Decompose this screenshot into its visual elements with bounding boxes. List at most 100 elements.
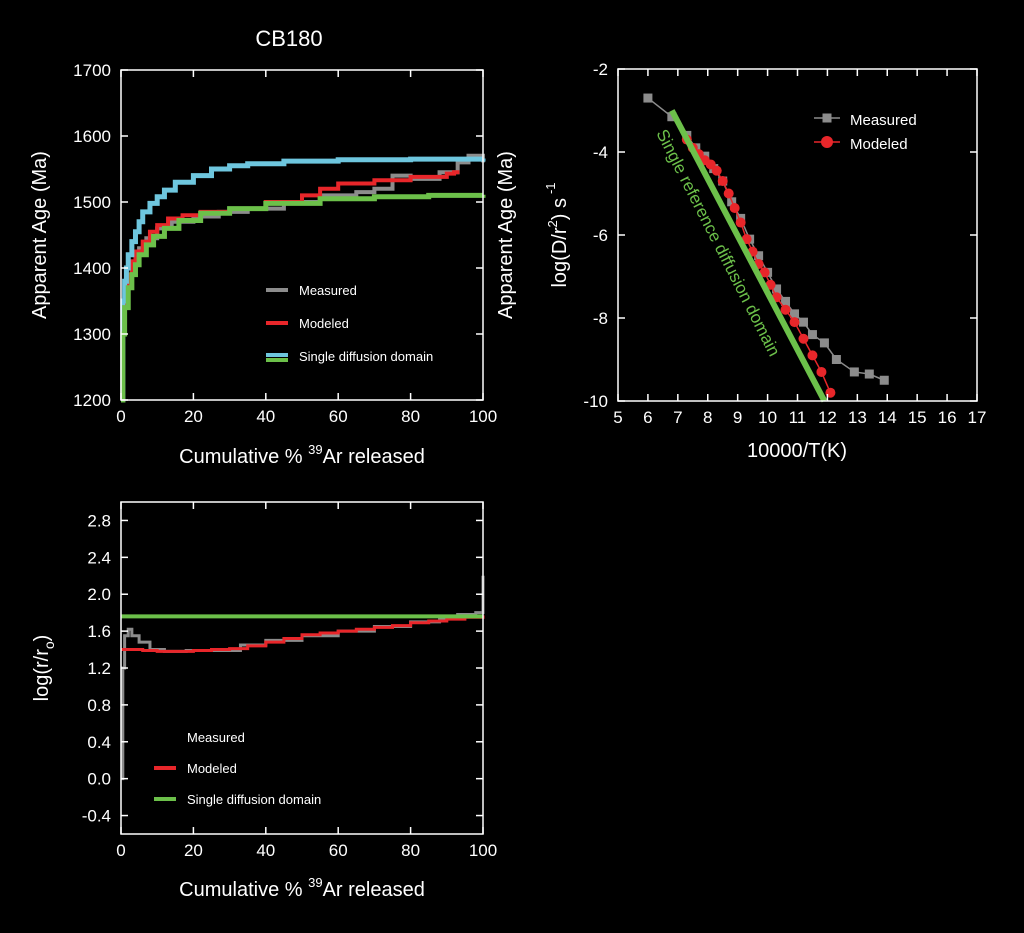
legend-label: Modeled	[187, 761, 237, 776]
x-tick-label: 0	[116, 841, 125, 860]
chart-title: CB180	[255, 26, 322, 51]
x-tick-label: 13	[848, 408, 867, 427]
legend-label: Measured	[850, 112, 917, 129]
age-spectrum-series	[120, 153, 486, 403]
y-tick-label: 2.8	[87, 511, 111, 530]
x-tick-label: 10	[758, 408, 777, 427]
legend-label: Modeled	[850, 136, 908, 153]
y-tick-label: 1400	[73, 259, 111, 278]
series-modeled-point	[807, 350, 818, 361]
legend-marker	[821, 136, 833, 148]
series-modeled-point	[798, 333, 809, 344]
x-tick-label: 14	[878, 408, 897, 427]
y-tick-label: -0.4	[82, 807, 111, 826]
x-tick-label: 15	[908, 408, 927, 427]
x-tick-label: 6	[643, 408, 652, 427]
series-modeled-point	[717, 176, 728, 187]
series-modeled-point	[723, 188, 734, 199]
y-tick-label: -6	[593, 226, 608, 245]
series-modeled-point	[735, 217, 746, 228]
log-r-ticks: 0 20 40 60 80 100 -0.4 0.0 0.4 0.8 1.2 1.6 2.0 2.4 2.8	[82, 502, 497, 860]
arrhenius-series	[643, 93, 889, 403]
age-spectrum-frame	[120, 69, 484, 401]
series-measured-point	[849, 367, 859, 377]
x-tick-label: 40	[256, 841, 275, 860]
series-modeled-point	[711, 165, 722, 176]
arrhenius-ticks: 5 6 7 8 9 10 11 12 13 14 15 16 17 -10 -8 -6 -4 -2	[583, 60, 986, 427]
series-measured-point	[772, 284, 782, 294]
legend-marker	[822, 113, 832, 123]
y-tick-label: 1200	[73, 391, 111, 410]
series-measured-point	[819, 338, 829, 348]
x-tick-label: 17	[968, 408, 987, 427]
x-tick-label: 20	[184, 407, 203, 426]
x-tick-label: 9	[733, 408, 742, 427]
x-tick-label: 100	[469, 407, 497, 426]
x-tick-label: 11	[789, 408, 807, 427]
series-modeled-point	[816, 366, 827, 377]
series-measured-point	[643, 93, 653, 103]
series-single-reference-diffusion-domain	[669, 109, 828, 403]
y-tick-label: -10	[583, 392, 608, 411]
x-tick-label: 0	[116, 407, 125, 426]
legend-label: Measured	[187, 730, 245, 745]
series-modeled	[121, 615, 485, 653]
y-tick-label: 0.8	[87, 696, 111, 715]
x-tick-label: 80	[401, 407, 420, 426]
series-measured-point	[807, 330, 817, 340]
x-tick-label: 5	[613, 408, 622, 427]
x-tick-label: 20	[184, 841, 203, 860]
x-tick-label: 60	[329, 407, 348, 426]
y-tick-label: 1.6	[87, 622, 111, 641]
series-modeled-point	[729, 203, 740, 214]
y-tick-label: 2.4	[87, 548, 111, 567]
y-tick-label: 1700	[73, 61, 111, 80]
legend-label: Measured	[299, 283, 357, 298]
age-spectrum-chart: CB180 0 20 40 60 80 100 1200 1300 1400 1500 1600 17…	[29, 26, 497, 468]
series-measured-point	[790, 309, 800, 319]
age-spectrum-ylabel: Apparent Age (Ma)	[29, 151, 51, 319]
series-measured-point	[754, 251, 764, 261]
x-tick-label: 100	[469, 841, 497, 860]
age-spectrum-legend: Measured Modeled Single diffusion domain	[266, 283, 433, 364]
series-single-diffusion-domain-green	[120, 192, 486, 403]
x-tick-label: 7	[673, 408, 682, 427]
legend-label: Modeled	[299, 316, 349, 331]
x-tick-label: 16	[938, 408, 957, 427]
series-modeled-point	[780, 304, 791, 315]
y-tick-label: 0.0	[87, 770, 111, 789]
log-r-series	[121, 575, 485, 781]
series-measured-point	[879, 375, 889, 385]
y-tick-label: 1500	[73, 193, 111, 212]
arrhenius-xlabel: 10000/T(K)	[747, 440, 847, 462]
x-tick-label: 40	[256, 407, 275, 426]
series-modeled-point	[741, 234, 752, 245]
legend-label: Single diffusion domain	[299, 349, 433, 364]
y-tick-label: -4	[593, 143, 608, 162]
y-tick-label: 0.4	[87, 733, 111, 752]
y-tick-label: 1300	[73, 325, 111, 344]
log-r-chart: 0 20 40 60 80 100 -0.4 0.0 0.4 0.8 1.2 1.6 2.0 2.4 2.8…	[31, 501, 497, 901]
arrhenius-ylabel: log(D/r2) s-1	[543, 182, 571, 287]
age-spectrum-xlabel: Cumulative % 39Ar released	[179, 442, 425, 468]
series-modeled-point	[705, 159, 716, 170]
series-modeled-point	[759, 267, 770, 278]
legend-label: Single diffusion domain	[187, 792, 321, 807]
x-tick-label: 80	[401, 841, 420, 860]
x-tick-label: 60	[329, 841, 348, 860]
series-measured-point	[831, 355, 841, 364]
y-tick-label: 1600	[73, 127, 111, 146]
log-r-xlabel: Cumulative % 39Ar released	[179, 875, 425, 901]
series-measured-point	[781, 296, 791, 306]
series-measured-point	[864, 369, 874, 379]
arrhenius-legend: Measured Modeled	[814, 112, 917, 153]
y-tick-label: 2.0	[87, 585, 111, 604]
arrhenius-ylabel-age: Apparent Age (Ma)	[495, 151, 517, 319]
x-tick-label: 12	[818, 408, 837, 427]
y-tick-label: -2	[593, 60, 608, 79]
y-tick-label: 1.2	[87, 659, 111, 678]
age-spectrum-ticks: 0 20 40 60 80 100 1200 1300 1400 1500 1600 1700	[73, 61, 497, 426]
series-modeled-point	[789, 317, 800, 328]
